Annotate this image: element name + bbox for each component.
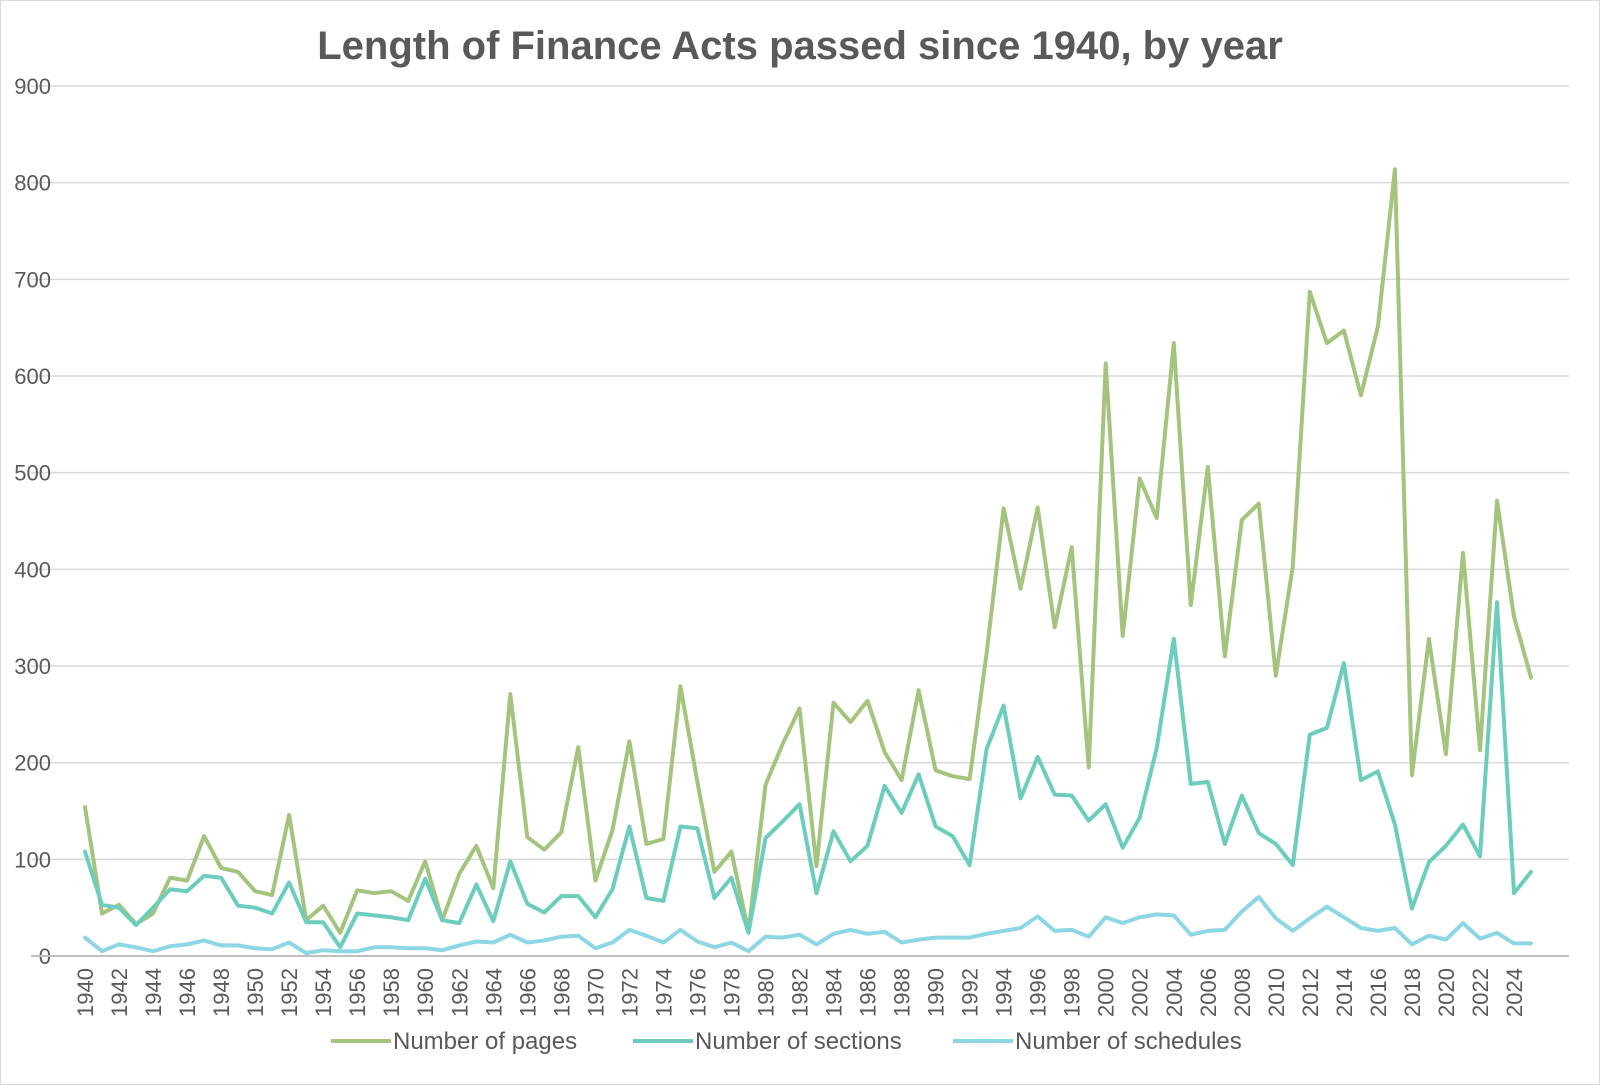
legend-label-number-of-pages: Number of pages (393, 1028, 577, 1055)
x-tick-label-1946: 1946 (175, 968, 200, 1017)
x-tick-label-1962: 1962 (447, 968, 472, 1017)
x-tick-label-1990: 1990 (924, 968, 949, 1017)
x-tick-label-1952: 1952 (277, 968, 302, 1017)
x-tick-label-1998: 1998 (1060, 968, 1085, 1017)
x-tick-label-1976: 1976 (685, 968, 710, 1017)
x-tick-label-1988: 1988 (890, 968, 915, 1017)
y-tick-label-100: 100 (14, 847, 51, 872)
x-tick-label-2014: 2014 (1332, 968, 1357, 1017)
x-tick-label-1942: 1942 (107, 968, 132, 1017)
x-tick-label-2024: 2024 (1502, 968, 1527, 1017)
x-tick-label-2012: 2012 (1298, 968, 1323, 1017)
x-tick-label-2020: 2020 (1434, 968, 1459, 1017)
x-tick-label-1984: 1984 (822, 968, 847, 1017)
x-tick-label-2010: 2010 (1264, 968, 1289, 1017)
x-tick-label-1940: 1940 (73, 968, 98, 1017)
x-tick-label-1996: 1996 (1026, 968, 1051, 1017)
x-tick-label-1972: 1972 (617, 968, 642, 1017)
y-tick-label-400: 400 (14, 557, 51, 582)
x-axis-tick-labels: 1940 1942 1944 1946 1948 1950 1952 1954 1956 1958… (73, 968, 1527, 1017)
x-tick-label-2000: 2000 (1094, 968, 1119, 1017)
x-tick-label-1950: 1950 (243, 968, 268, 1017)
x-tick-label-2022: 2022 (1468, 968, 1493, 1017)
x-tick-label-1978: 1978 (719, 968, 744, 1017)
x-tick-label-2006: 2006 (1196, 968, 1221, 1017)
x-tick-label-2018: 2018 (1400, 968, 1425, 1017)
x-tick-label-1956: 1956 (345, 968, 370, 1017)
y-tick-label-800: 800 (14, 171, 51, 196)
x-tick-label-1986: 1986 (856, 968, 881, 1017)
y-tick-label-300: 300 (14, 654, 51, 679)
x-tick-label-1944: 1944 (141, 968, 166, 1017)
x-tick-label-2016: 2016 (1366, 968, 1391, 1017)
x-tick-label-1954: 1954 (311, 968, 336, 1017)
y-tick-label-200: 200 (14, 751, 51, 776)
gridlines (31, 85, 1569, 861)
x-tick-label-2008: 2008 (1230, 968, 1255, 1017)
series-line-number-of-pages (83, 167, 1533, 935)
y-tick-label-500: 500 (14, 461, 51, 486)
y-tick-label-600: 600 (14, 364, 51, 389)
x-tick-label-1958: 1958 (379, 968, 404, 1017)
x-tick-label-1960: 1960 (413, 968, 438, 1017)
x-tick-label-1980: 1980 (753, 968, 778, 1017)
series-lines (83, 167, 1533, 956)
series-line-number-of-sections (83, 600, 1533, 950)
x-tick-label-1974: 1974 (651, 968, 676, 1017)
x-tick-label-1964: 1964 (481, 968, 506, 1017)
x-tick-label-2004: 2004 (1162, 968, 1187, 1017)
chart-title: Length of Finance Acts passed since 1940… (317, 24, 1283, 68)
y-tick-label-900: 900 (14, 74, 51, 99)
x-tick-label-2002: 2002 (1128, 968, 1153, 1017)
x-tick-label-1982: 1982 (787, 968, 812, 1017)
y-tick-label-700: 700 (14, 267, 51, 292)
legend-label-number-of-sections: Number of sections (695, 1028, 902, 1055)
x-tick-label-1966: 1966 (515, 968, 540, 1017)
x-tick-label-1968: 1968 (549, 968, 574, 1017)
x-tick-label-1992: 1992 (958, 968, 983, 1017)
series-line-number-of-schedules (83, 895, 1533, 956)
x-tick-label-1994: 1994 (992, 968, 1017, 1017)
x-tick-label-1948: 1948 (209, 968, 234, 1017)
legend-label-number-of-schedules: Number of schedules (1015, 1028, 1242, 1055)
x-tick-label-1970: 1970 (583, 968, 608, 1017)
legend: Number of pages Number of sections Number … (331, 1028, 1242, 1055)
